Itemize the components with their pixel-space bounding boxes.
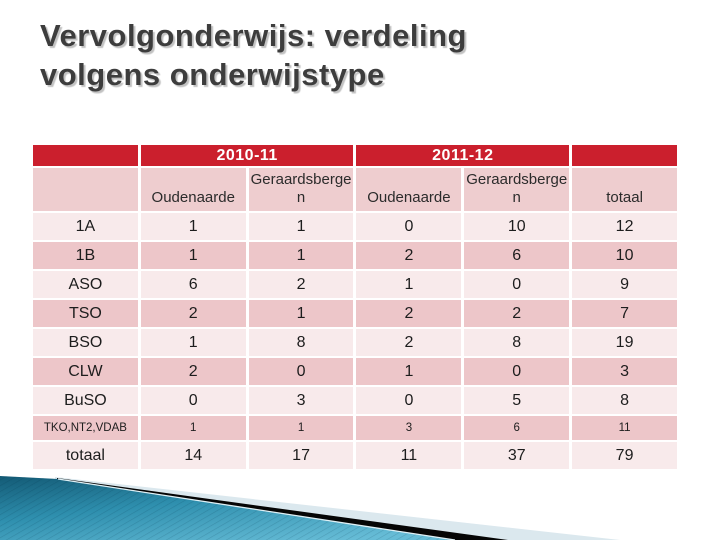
row-label: BuSO <box>33 387 138 414</box>
data-cell: 3 <box>356 416 462 440</box>
table-row-clw: CLW 2 0 1 0 3 <box>33 358 677 385</box>
education-type-table: 2010-11 2011-12 Oudenaarde Geraardsberge… <box>30 143 680 471</box>
teal-wedge-hatching <box>0 476 455 540</box>
data-cell: 0 <box>356 387 462 414</box>
data-cell: 19 <box>572 329 677 356</box>
data-cell: 1 <box>248 242 354 269</box>
data-cell: 6 <box>140 271 246 298</box>
data-cell: 1 <box>248 300 354 327</box>
header-empty-cell <box>33 168 138 211</box>
data-cell: 2 <box>248 271 354 298</box>
data-cell: 2 <box>356 300 462 327</box>
data-cell: 8 <box>464 329 570 356</box>
wedge-highlight-line <box>57 478 456 540</box>
table-row-totaal: totaal 14 17 11 37 79 <box>33 442 677 469</box>
year-header-row: 2010-11 2011-12 <box>33 145 677 166</box>
data-cell: 2 <box>140 300 246 327</box>
data-cell: 3 <box>248 387 354 414</box>
slide-title-line1: Vervolgonderwijs: verdeling <box>40 18 467 53</box>
column-header-row: Oudenaarde Geraardsbergen Oudenaarde Ger… <box>33 168 677 211</box>
data-cell: 2 <box>356 242 462 269</box>
row-label: CLW <box>33 358 138 385</box>
year-group-2011-12: 2011-12 <box>356 145 570 166</box>
row-label: 1A <box>33 213 138 240</box>
row-label: ASO <box>33 271 138 298</box>
data-cell: 37 <box>464 442 570 469</box>
year-group-2010-11: 2010-11 <box>140 145 354 166</box>
column-header-oudenaarde-2010: Oudenaarde <box>140 168 246 211</box>
column-header-geraardsbergen-2010: Geraardsbergen <box>248 168 354 211</box>
data-cell: 10 <box>464 213 570 240</box>
data-cell: 1 <box>248 213 354 240</box>
data-cell: 79 <box>572 442 677 469</box>
data-cell: 7 <box>572 300 677 327</box>
data-cell: 14 <box>140 442 246 469</box>
table-row-tso: TSO 2 1 2 2 7 <box>33 300 677 327</box>
row-label: totaal <box>33 442 138 469</box>
data-cell: 5 <box>464 387 570 414</box>
row-label: TSO <box>33 300 138 327</box>
data-cell: 6 <box>464 242 570 269</box>
data-cell: 1 <box>356 271 462 298</box>
column-header-geraardsbergen-2011: Geraardsbergen <box>464 168 570 211</box>
column-header-totaal: totaal <box>572 168 677 211</box>
data-cell: 11 <box>356 442 462 469</box>
data-cell: 1 <box>356 358 462 385</box>
data-cell: 9 <box>572 271 677 298</box>
table-row-1b: 1B 1 1 2 6 10 <box>33 242 677 269</box>
data-cell: 17 <box>248 442 354 469</box>
table-row-buso: BuSO 0 3 0 5 8 <box>33 387 677 414</box>
data-cell: 0 <box>140 387 246 414</box>
data-cell: 2 <box>356 329 462 356</box>
data-cell: 12 <box>572 213 677 240</box>
table-row-bso: BSO 1 8 2 8 19 <box>33 329 677 356</box>
data-cell: 1 <box>140 242 246 269</box>
data-cell: 2 <box>140 358 246 385</box>
data-cell: 8 <box>248 329 354 356</box>
data-cell: 6 <box>464 416 570 440</box>
data-cell: 1 <box>140 416 246 440</box>
data-cell: 1 <box>248 416 354 440</box>
table-row-tko-nt2-vdab: TKO,NT2,VDAB 1 1 3 6 11 <box>33 416 677 440</box>
data-cell: 3 <box>572 358 677 385</box>
table-row-1a: 1A 1 1 0 10 12 <box>33 213 677 240</box>
table-row-aso: ASO 6 2 1 0 9 <box>33 271 677 298</box>
data-cell: 11 <box>572 416 677 440</box>
data-cell: 1 <box>140 329 246 356</box>
data-cell: 0 <box>356 213 462 240</box>
data-cell: 0 <box>248 358 354 385</box>
data-cell: 1 <box>140 213 246 240</box>
row-label: 1B <box>33 242 138 269</box>
data-cell: 10 <box>572 242 677 269</box>
data-cell: 8 <box>572 387 677 414</box>
header-corner-cell <box>572 145 677 166</box>
slide-title: Vervolgonderwijs: verdeling volgens onder… <box>40 16 660 94</box>
slide-title-line2: volgens onderwijstype <box>40 57 385 92</box>
data-cell: 0 <box>464 358 570 385</box>
data-cell: 2 <box>464 300 570 327</box>
data-cell: 0 <box>464 271 570 298</box>
header-corner-cell <box>33 145 138 166</box>
row-label: TKO,NT2,VDAB <box>33 416 138 440</box>
column-header-oudenaarde-2011: Oudenaarde <box>356 168 462 211</box>
row-label: BSO <box>33 329 138 356</box>
corner-flourish <box>0 476 620 540</box>
